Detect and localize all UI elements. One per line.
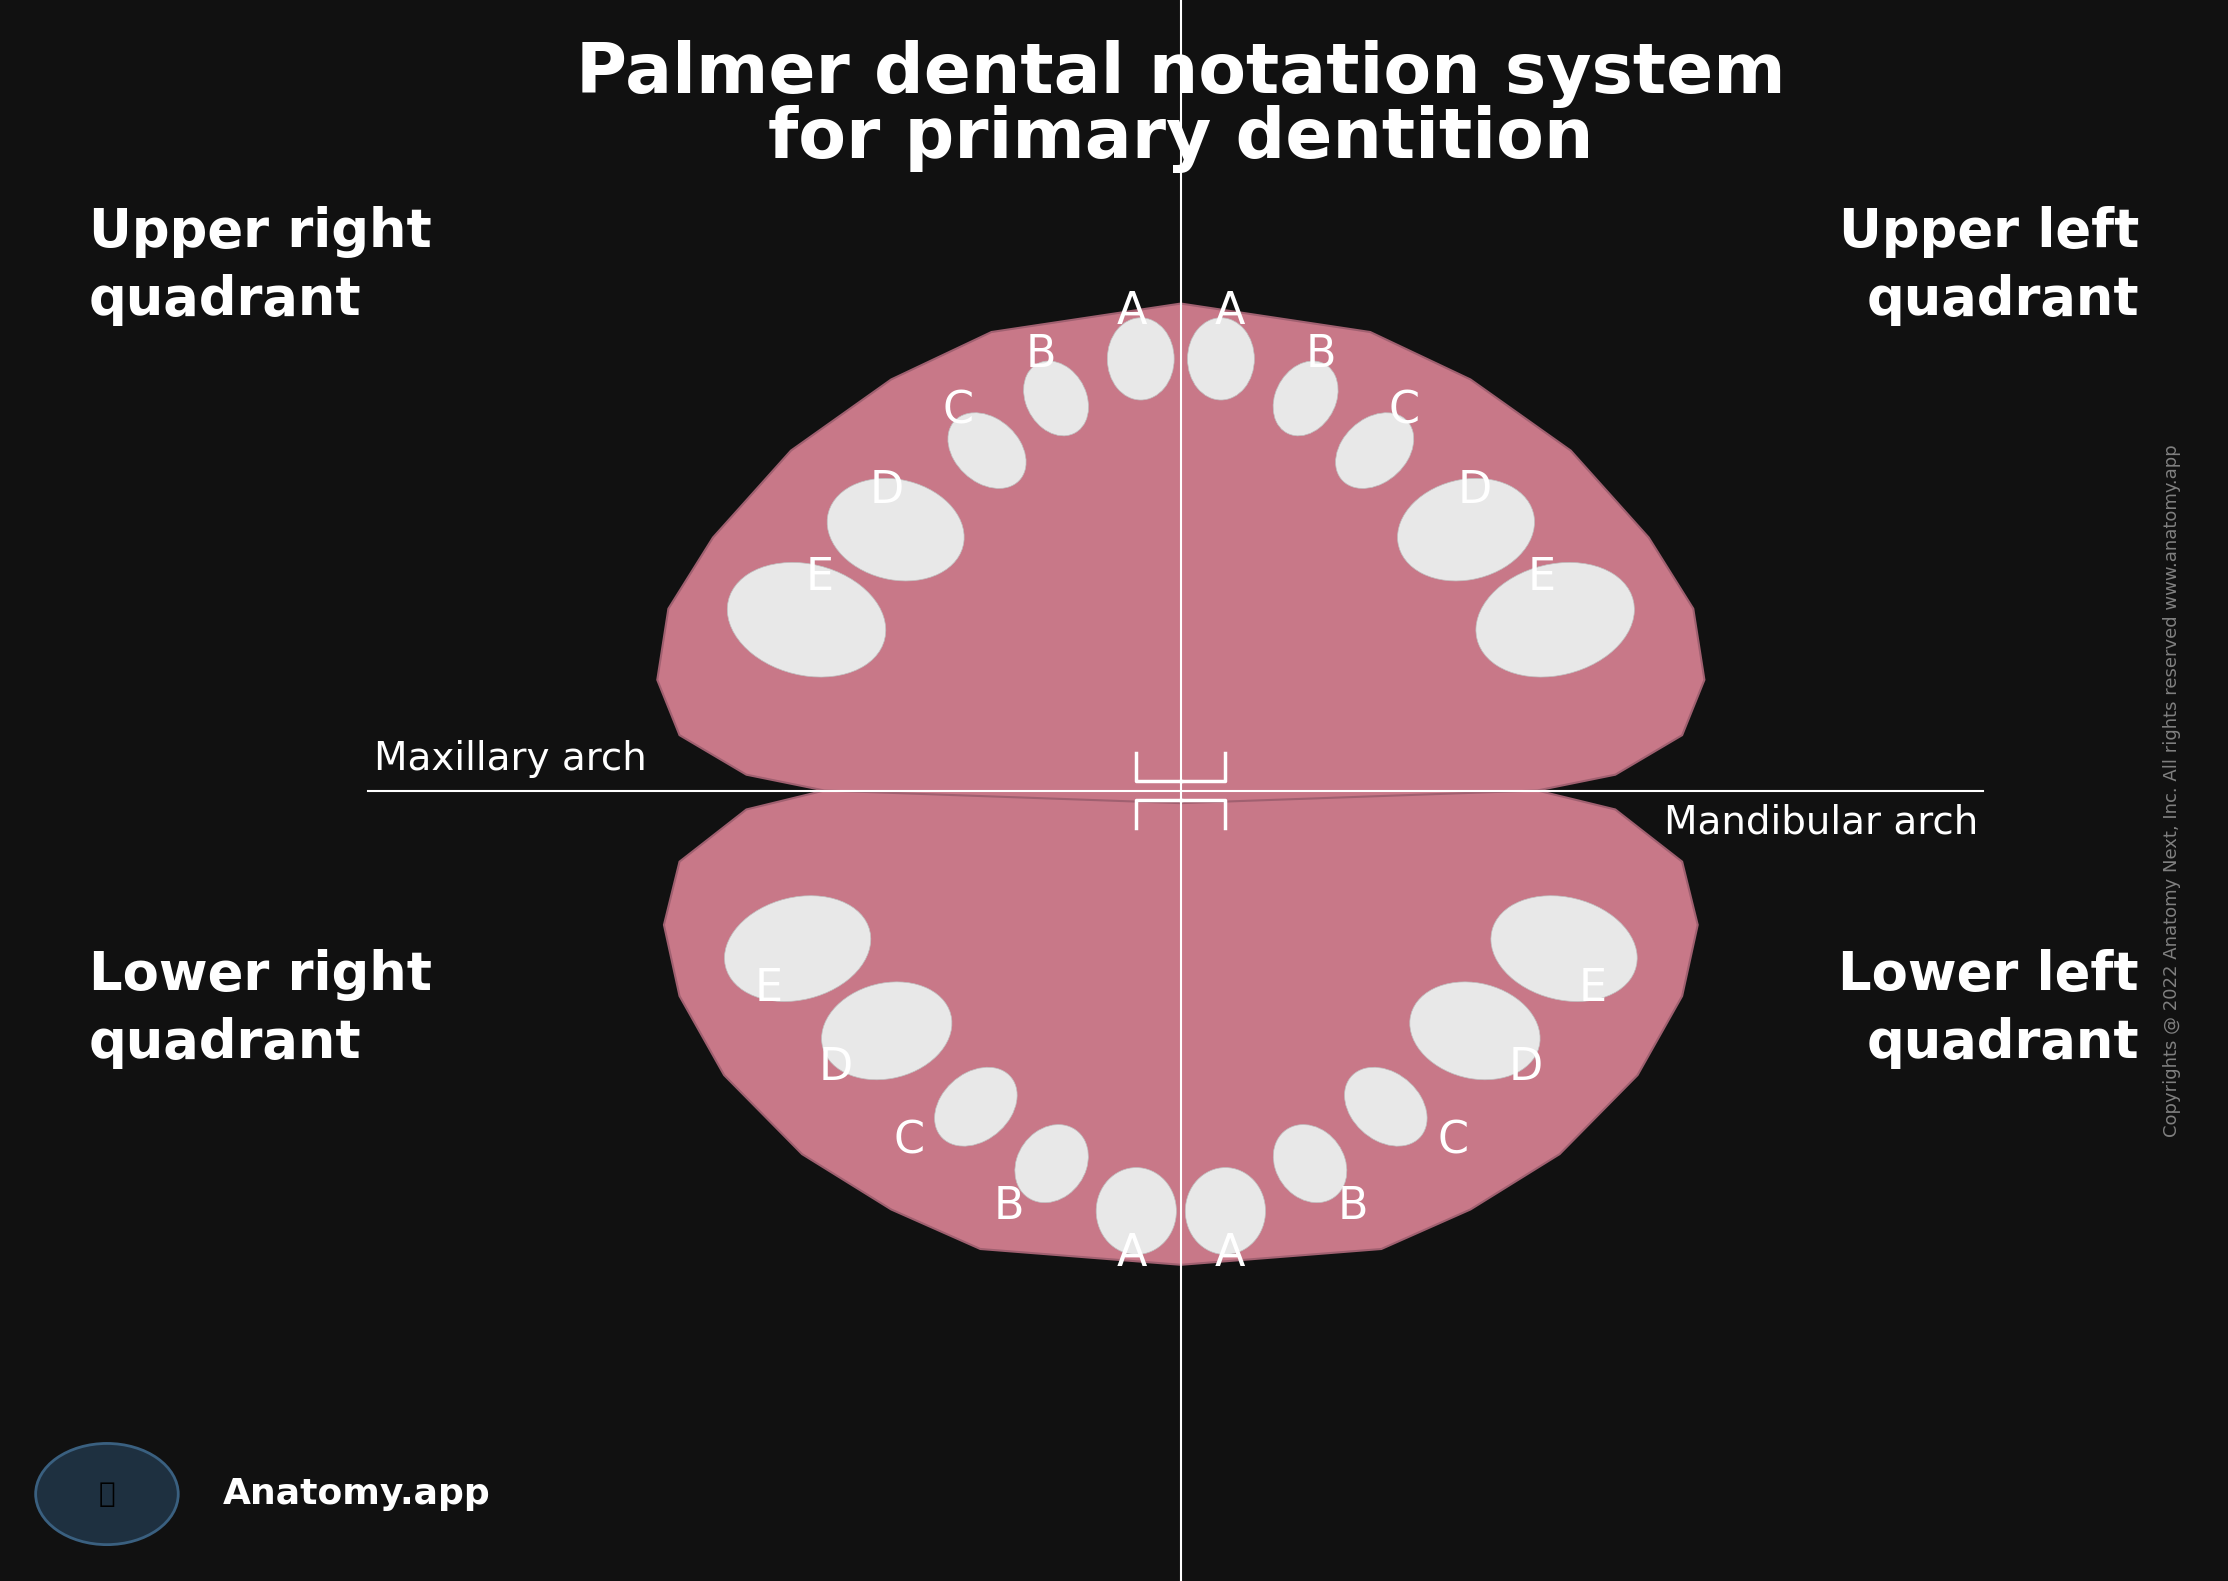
Text: E: E [1580,966,1606,1010]
Ellipse shape [724,896,871,1001]
Text: Lower right
quadrant: Lower right quadrant [89,949,432,1069]
Text: Upper left
quadrant: Upper left quadrant [1838,206,2139,326]
Text: E: E [1528,555,1555,599]
Text: A: A [1116,1232,1147,1276]
Text: 🧠: 🧠 [98,1480,116,1508]
Ellipse shape [1188,318,1254,400]
Circle shape [36,1443,178,1545]
Ellipse shape [1397,479,1535,580]
Text: for primary dentition: for primary dentition [769,104,1593,174]
Ellipse shape [1016,1124,1087,1203]
Text: Mandibular arch: Mandibular arch [1664,803,1978,841]
Text: D: D [1457,468,1493,512]
Text: Maxillary arch: Maxillary arch [374,740,646,778]
Ellipse shape [726,563,887,677]
Text: B: B [1025,332,1056,376]
Ellipse shape [1491,896,1638,1001]
Text: B: B [1306,332,1337,376]
Text: Lower left
quadrant: Lower left quadrant [1838,949,2139,1069]
Text: C: C [893,1119,925,1164]
Text: E: E [807,555,833,599]
Text: D: D [818,1045,853,1089]
Ellipse shape [1107,318,1174,400]
Ellipse shape [1023,360,1089,436]
Ellipse shape [1272,360,1339,436]
Ellipse shape [1343,1067,1428,1146]
Text: C: C [1388,389,1419,433]
Ellipse shape [822,982,951,1080]
Text: E: E [755,966,782,1010]
Ellipse shape [827,479,965,580]
Ellipse shape [1185,1167,1266,1255]
Ellipse shape [1410,982,1540,1080]
Ellipse shape [934,1067,1018,1146]
Text: C: C [942,389,974,433]
Text: A: A [1214,1232,1245,1276]
Text: Palmer dental notation system: Palmer dental notation system [577,40,1785,109]
Polygon shape [657,304,1704,803]
Text: D: D [1508,1045,1544,1089]
Ellipse shape [1096,1167,1176,1255]
Text: A: A [1116,289,1147,334]
Text: Anatomy.app: Anatomy.app [223,1477,490,1511]
Text: A: A [1214,289,1245,334]
Text: Upper right
quadrant: Upper right quadrant [89,206,432,326]
Ellipse shape [1475,563,1635,677]
Text: B: B [1337,1184,1368,1228]
Ellipse shape [947,413,1027,489]
Text: D: D [869,468,905,512]
Text: Copyrights @ 2022 Anatomy Next, Inc. All rights reserved www.anatomy.app: Copyrights @ 2022 Anatomy Next, Inc. All… [2163,444,2181,1137]
Text: C: C [1437,1119,1468,1164]
Ellipse shape [1274,1124,1346,1203]
Polygon shape [664,778,1698,1265]
Ellipse shape [1335,413,1415,489]
Text: B: B [994,1184,1025,1228]
